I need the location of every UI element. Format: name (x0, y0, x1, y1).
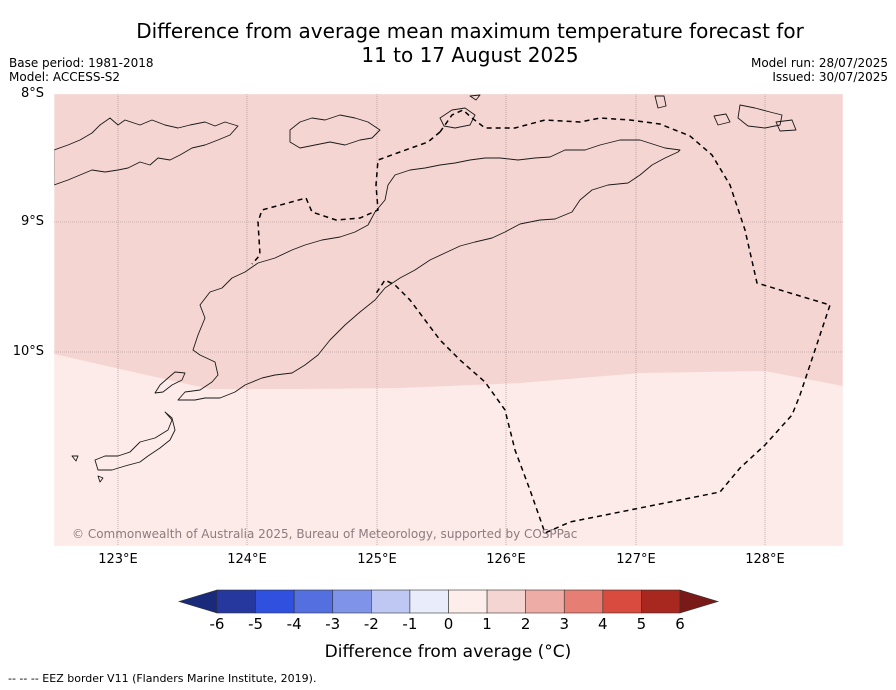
rote-island (154, 371, 186, 394)
colorbar-tick-label: 2 (520, 615, 531, 633)
lat-label-8s: 8°S (20, 86, 44, 101)
lon-label-124e: 124°E (227, 552, 267, 567)
colorbar-tick-label: 5 (636, 615, 647, 633)
small-island-6 (97, 475, 104, 483)
eez-footnote: -- -- -- EEZ border V11 (Flanders Marine… (8, 672, 317, 685)
region-1-to-2 (54, 94, 843, 389)
sumba-island (94, 411, 176, 471)
colorbar-tick-label: 4 (598, 615, 608, 633)
small-island-2 (713, 113, 731, 126)
small-island-3 (775, 119, 797, 132)
graticule (54, 94, 843, 546)
copyright-notice: © Commonwealth of Australia 2025, Bureau… (72, 527, 578, 541)
colorbar-tick-label: -6 (209, 615, 225, 633)
wetar-island (439, 107, 476, 129)
lat-label-9s: 9°S (20, 214, 44, 229)
small-island-4 (469, 94, 481, 101)
colorbar-tick-label: 0 (443, 615, 454, 633)
lon-label-126e: 126°E (486, 552, 526, 567)
flores-island (54, 117, 239, 186)
colorbar-tick-label: 3 (559, 615, 570, 633)
base-period: Base period: 1981-2018 (9, 56, 154, 70)
colorbar-tick-label: -2 (363, 615, 379, 633)
coastlines (54, 94, 797, 483)
issued-date: Issued: 30/07/2025 (772, 70, 888, 84)
colorbar-tick-label: -1 (402, 615, 418, 633)
alor-island (289, 114, 381, 149)
colorbar-tick-label: -5 (248, 615, 264, 633)
small-island-5 (71, 455, 79, 462)
lon-label-128e: 128°E (745, 552, 785, 567)
lon-label-127e: 127°E (616, 552, 656, 567)
model-run: Model run: 28/07/2025 (750, 56, 888, 70)
lon-label-125e: 125°E (357, 552, 397, 567)
meta-right: Model run: 28/07/2025 Issued: 30/07/2025 (751, 56, 888, 84)
model-name: Model: ACCESS-S2 (9, 70, 121, 84)
title-line-2: 11 to 17 August 2025 (361, 43, 579, 67)
colorbar-tick-label: 6 (675, 615, 685, 633)
colorbar-tick-label: -3 (325, 615, 341, 633)
title-line-1: Difference from average mean maximum tem… (136, 19, 804, 43)
meta-left: Base period: 1981-2018 Model: ACCESS-S2 (9, 56, 154, 84)
timor-island (177, 139, 681, 401)
colorbar-label: Difference from average (°C) (324, 642, 572, 662)
map-title: Difference from average mean maximum tem… (0, 19, 896, 67)
colorbar-tick-label: -4 (286, 615, 302, 633)
lat-label-10s: 10°S (12, 344, 44, 359)
small-island-1 (654, 95, 667, 109)
colorbar-tick-label: 1 (482, 615, 492, 633)
eez-border (251, 109, 831, 535)
babar-island (737, 104, 783, 129)
lon-label-123e: 123°E (98, 552, 138, 567)
